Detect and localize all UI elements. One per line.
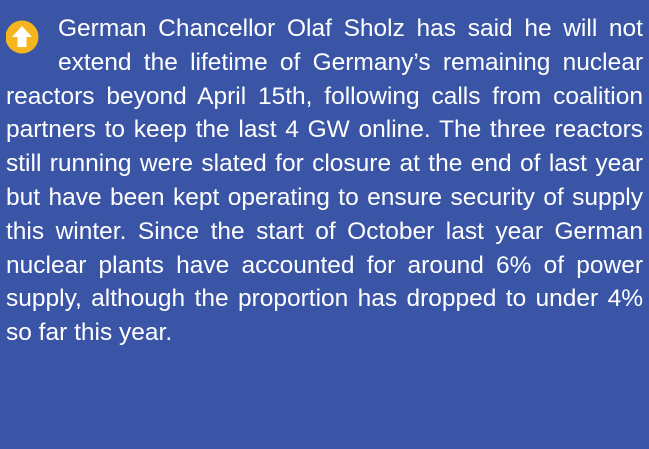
body-text: German Chancellor Olaf Sholz has said he… <box>6 12 643 350</box>
up-arrow-icon <box>6 20 39 54</box>
icon-arrow <box>12 26 32 47</box>
paragraph: German Chancellor Olaf Sholz has said he… <box>6 15 643 347</box>
